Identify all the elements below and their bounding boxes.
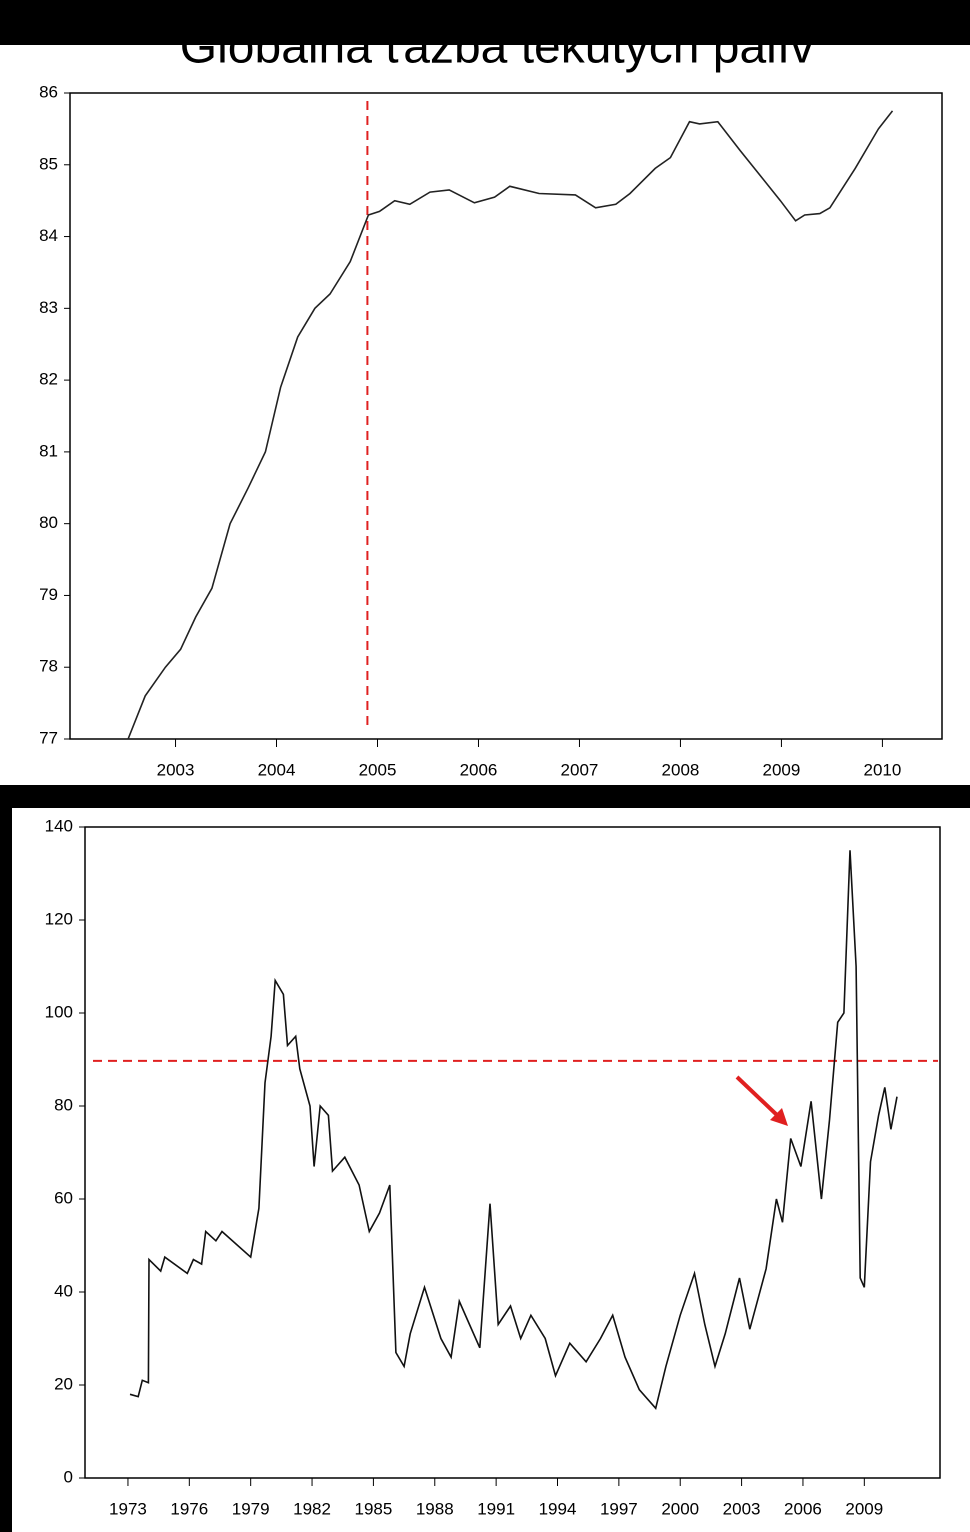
y-tick-label: 20 (54, 1374, 73, 1393)
x-tick-label: 2004 (258, 760, 296, 779)
x-tick-label: 1997 (600, 1499, 638, 1518)
top-band (0, 0, 970, 45)
y-tick-label: 77 (39, 728, 58, 747)
y-tick-label: 78 (39, 657, 58, 676)
x-tick-label: 1985 (354, 1499, 392, 1518)
y-tick-label: 81 (39, 441, 58, 460)
arrow-shaft (735, 1075, 780, 1118)
charts: 77 78 79 80 81 82 83 84 85 86 2003 2004 2005 2006 2007… (39, 82, 943, 1518)
x-tick-label: 1982 (293, 1499, 331, 1518)
y-tick-label: 79 (39, 585, 58, 604)
x-tick-label: 2005 (359, 760, 397, 779)
x-tick-label: 2009 (763, 760, 801, 779)
x-tick-label: 2010 (864, 760, 902, 779)
y-tick-label: 140 (45, 816, 73, 835)
y-tick-label: 83 (39, 298, 58, 317)
x-tick-label: 2009 (845, 1499, 883, 1518)
x-tick-label: 2000 (661, 1499, 699, 1518)
x-tick-label: 2003 (157, 760, 195, 779)
y-tick-label: 60 (54, 1188, 73, 1207)
data-line (129, 850, 898, 1410)
x-tick-label: 1988 (416, 1499, 454, 1518)
y-tick-label: 0 (64, 1467, 73, 1486)
x-tick-label: 1973 (109, 1499, 147, 1518)
y-tick-label: 86 (39, 82, 58, 101)
plot-frame (69, 92, 943, 740)
plot-frame (84, 826, 941, 1479)
x-tick-label: 1994 (539, 1499, 577, 1518)
x-tick-label: 2007 (561, 760, 599, 779)
y-tick-label: 84 (39, 226, 58, 245)
bottom-panel (12, 808, 970, 1532)
y-tick-label: 82 (39, 370, 58, 389)
y-tick-label: 80 (54, 1095, 73, 1114)
x-tick-label: 1976 (170, 1499, 208, 1518)
x-tick-label: 2006 (784, 1499, 822, 1518)
x-tick-label: 2003 (723, 1499, 761, 1518)
top-panel (0, 45, 970, 785)
y-tick-label: 85 (39, 154, 58, 173)
y-tick-label: 40 (54, 1281, 73, 1300)
y-tick-label: 120 (45, 909, 73, 928)
arrow-head (770, 1108, 788, 1126)
x-tick-label: 1991 (477, 1499, 515, 1518)
y-tick-label: 100 (45, 1002, 73, 1021)
y-tick-label: 80 (39, 513, 58, 532)
x-tick-label: 1979 (232, 1499, 270, 1518)
x-tick-label: 2006 (460, 760, 498, 779)
x-tick-label: 2008 (662, 760, 700, 779)
data-line (127, 110, 894, 740)
